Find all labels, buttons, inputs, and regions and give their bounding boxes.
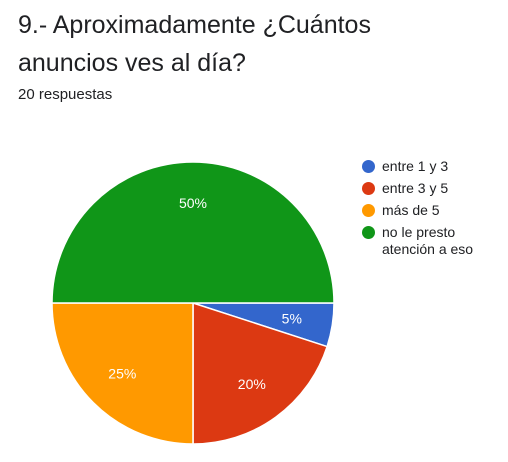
chart-legend: entre 1 y 3 entre 3 y 5 más de 5 no le pres… [362,158,502,263]
pie-data-labels: 5% 20% 25% 50% [108,195,302,392]
pie-slice-4[interactable] [51,161,335,304]
pie-data-label-3: 25% [108,366,136,382]
question-title: 9.- Aproximadamente ¿Cuántos anuncios ve… [18,11,371,77]
legend-item-2[interactable]: entre 3 y 5 [362,180,502,197]
legend-swatch [362,160,375,173]
legend-swatch [362,204,375,217]
pie-data-label-1: 5% [282,311,302,327]
pie-data-label-2: 20% [238,376,266,392]
legend-label: no le presto atención a eso [382,224,474,257]
legend-label: más de 5 [382,202,440,218]
pie-slice-3[interactable] [51,302,194,445]
pie-data-label-4: 50% [179,195,207,211]
pie-slice-2[interactable] [192,301,329,445]
legend-swatch [362,182,375,195]
legend-item-4[interactable]: no le presto atención a eso [362,224,502,258]
legend-item-1[interactable]: entre 1 y 3 [362,158,502,175]
legend-label: entre 1 y 3 [382,158,449,174]
legend-swatch [362,226,375,239]
legend-label: entre 3 y 5 [382,180,449,196]
pie-slices [51,161,335,445]
legend-item-3[interactable]: más de 5 [362,202,502,219]
response-count: 20 respuestas [18,86,113,103]
